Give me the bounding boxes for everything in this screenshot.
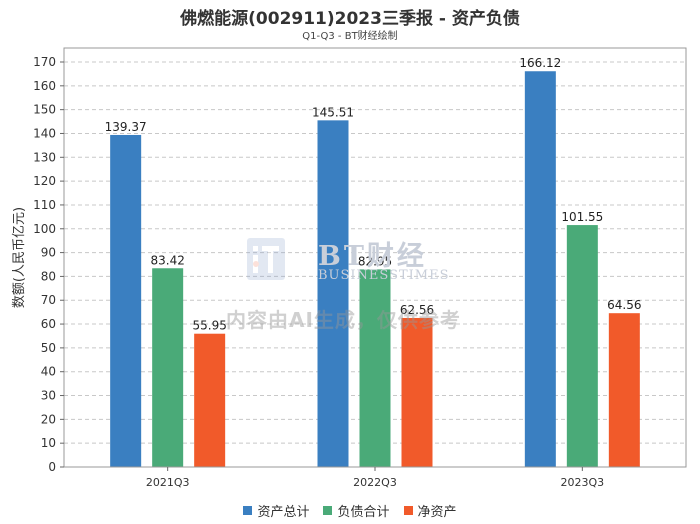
legend-item[interactable]: 净资产 bbox=[403, 501, 457, 520]
bar bbox=[524, 71, 556, 467]
bar bbox=[566, 225, 598, 467]
legend-swatch bbox=[403, 506, 413, 515]
bar bbox=[194, 333, 226, 467]
bars bbox=[110, 71, 640, 468]
data-label: 145.51 bbox=[312, 105, 354, 119]
watermark-brand: BT财经 bbox=[318, 241, 427, 272]
data-label: 101.55 bbox=[561, 210, 603, 224]
x-tick-label: 2021Q3 bbox=[146, 476, 190, 489]
y-tick-label: 50 bbox=[41, 341, 56, 355]
watermark-brand-en: BUSINESSTIMES bbox=[318, 268, 450, 283]
y-tick-label: 60 bbox=[41, 317, 56, 331]
data-label: 166.12 bbox=[519, 56, 561, 70]
data-label: 62.56 bbox=[400, 303, 434, 317]
legend-swatch bbox=[243, 506, 253, 515]
y-tick-label: 80 bbox=[41, 269, 56, 283]
y-tick-label: 10 bbox=[41, 436, 56, 450]
bar bbox=[401, 317, 433, 467]
y-tick-label: 100 bbox=[33, 222, 56, 236]
data-label: 82.95 bbox=[358, 254, 392, 268]
chart-title: 佛燃能源(002911)2023三季报 - 资产负债 bbox=[180, 9, 520, 29]
watermark-logo bbox=[247, 238, 285, 280]
x-tick-label: 2022Q3 bbox=[353, 476, 397, 489]
y-tick-label: 150 bbox=[33, 103, 56, 117]
legend-label: 负债合计 bbox=[337, 505, 390, 520]
bar bbox=[110, 134, 142, 467]
data-label: 55.95 bbox=[192, 319, 226, 333]
data-label: 83.42 bbox=[150, 253, 184, 267]
bar bbox=[359, 269, 391, 467]
data-label: 64.56 bbox=[607, 298, 641, 312]
bar bbox=[317, 120, 349, 468]
y-tick-label: 120 bbox=[33, 174, 56, 188]
y-tick-label: 110 bbox=[33, 198, 56, 212]
y-tick-label: 160 bbox=[33, 79, 56, 93]
legend-item[interactable]: 负债合计 bbox=[323, 501, 390, 520]
y-tick-label: 0 bbox=[48, 460, 56, 474]
y-tick-label: 130 bbox=[33, 150, 56, 164]
data-labels: 139.37 83.42 55.95 145.51 82.95 62.56 166.12 10… bbox=[105, 56, 642, 332]
y-tick-label: 70 bbox=[41, 293, 56, 307]
y-tick-label: 90 bbox=[41, 246, 56, 260]
legend-label: 净资产 bbox=[417, 505, 457, 520]
legend: 资产总计 负债合计 净资产 bbox=[0, 501, 700, 520]
y-tick-label: 140 bbox=[33, 126, 56, 140]
y-axis-label: 数额(人民币亿元) bbox=[12, 207, 27, 308]
bar bbox=[152, 268, 184, 467]
legend-swatch bbox=[323, 506, 333, 515]
watermark-notice: 内容由AI生成，仅供参考 bbox=[226, 308, 461, 332]
y-tick-label: 30 bbox=[41, 389, 56, 403]
legend-label: 资产总计 bbox=[257, 505, 310, 520]
axes: 0 10 20 30 40 50 60 70 80 90 100 110 120 130 140 150 160… bbox=[12, 47, 687, 489]
y-tick-label: 40 bbox=[41, 365, 56, 379]
y-tick-label: 170 bbox=[33, 55, 56, 69]
data-label: 139.37 bbox=[105, 120, 147, 134]
y-tick-label: 20 bbox=[41, 412, 56, 426]
legend-item[interactable]: 资产总计 bbox=[243, 501, 309, 520]
chart-subtitle: Q1-Q3 - BT财经绘制 bbox=[302, 31, 398, 42]
x-tick-label: 2023Q3 bbox=[561, 476, 605, 489]
bar bbox=[608, 313, 640, 467]
